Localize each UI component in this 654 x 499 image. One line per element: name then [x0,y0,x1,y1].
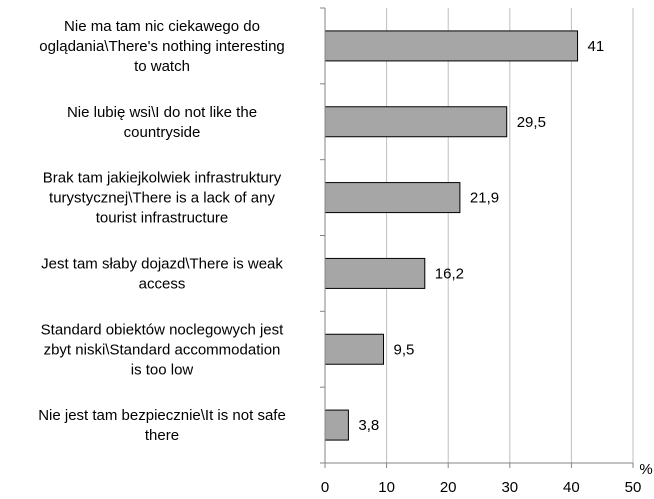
category-label: access [139,275,186,292]
bar [324,30,579,62]
category-label: zbyt niski\Standard accommodation [44,341,281,358]
category-label: countryside [124,124,201,141]
bar-value-label: 16,2 [435,265,464,282]
category-label: Nie jest tam bezpiecznie\It is not safe [38,407,286,424]
axes [320,7,634,468]
category-label: Nie ma tam nic ciekawego do [64,18,260,35]
bars [324,30,579,441]
bar-value-label: 29,5 [517,114,546,131]
x-tick-label: 30 [501,479,518,496]
x-axis-unit-label: % [639,461,652,478]
category-label: turystycznej\There is a lack of any [49,190,275,207]
x-tick-label: 50 [625,479,642,496]
x-tick-label: 0 [321,479,329,496]
x-tick-label: 10 [378,479,395,496]
bar-value-label: 41 [588,38,605,55]
bar [324,333,385,365]
bar [324,182,461,214]
category-label: tourist infrastructure [96,210,229,227]
bar [324,409,349,441]
labels: 0 10 20 30 40 50 41 Nie ma tam nic ciekawego do… [38,18,641,496]
bar [324,257,426,289]
x-tick-label: 20 [440,479,457,496]
bar-value-label: 9,5 [394,341,415,358]
bar [324,106,508,138]
bar-value-label: 3,8 [358,417,379,434]
category-label: to watch [134,58,190,75]
category-label: oglądania\There's nothing interesting [39,38,285,55]
category-label: Nie lubię wsi\I do not like the [67,104,257,121]
category-label: Jest tam słaby dojazd\There is weak [41,255,283,272]
category-label: Standard obiektów noclegowych jest [41,321,284,338]
category-label: is too low [131,361,194,378]
category-label: Brak tam jakiejkolwiek infrastruktury [43,170,282,187]
category-label: there [145,427,179,444]
bar-value-label: 21,9 [470,190,499,207]
grid-lines [386,8,634,463]
x-tick-label: 40 [563,479,580,496]
